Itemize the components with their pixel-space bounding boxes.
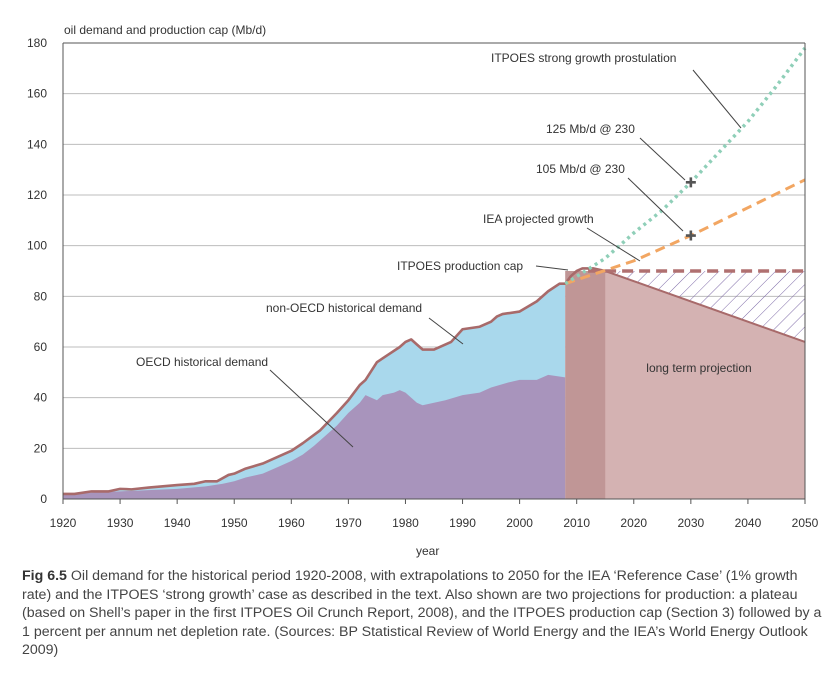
oecd-demand-area [63, 374, 566, 499]
annotation-leader-line [428, 317, 464, 345]
annotation-label: 105 Mb/d @ 230 [536, 162, 625, 176]
y-tick-label: 20 [34, 441, 48, 455]
annotation-label: ITPOES production cap [397, 259, 523, 273]
annotation-label: IEA projected growth [483, 212, 594, 226]
plus-marker [685, 230, 696, 241]
x-tick-label: 1980 [392, 516, 419, 530]
x-tick-label: 2010 [563, 516, 590, 530]
y-tick-label: 60 [34, 340, 48, 354]
annotation-leader-line [586, 227, 641, 262]
long-term-projection-area [565, 271, 805, 499]
y-tick-label: 100 [27, 239, 47, 253]
long-term-projection-label: long term projection [646, 361, 751, 375]
total-demand-line [63, 267, 606, 496]
x-tick-label: 1970 [335, 516, 362, 530]
y-tick-label: 80 [34, 289, 48, 303]
annotation-label: non-OECD historical demand [266, 301, 422, 315]
annotation-leader-line [639, 137, 686, 181]
caption-text: Oil demand for the historical period 192… [22, 568, 822, 659]
annotation-label: 125 Mb/d @ 230 [546, 122, 635, 136]
y-tick-label: 0 [40, 492, 47, 506]
annotation-label: ITPOES strong growth prostulation [491, 51, 676, 65]
x-tick-label: 2040 [735, 516, 762, 530]
x-axis-label: year [416, 544, 440, 558]
x-tick-label: 1920 [50, 516, 77, 530]
production-plateau-band [565, 271, 606, 499]
annotation-leader-line [692, 69, 742, 129]
annotation-leader-line [269, 369, 354, 448]
x-tick-label: 1930 [107, 516, 134, 530]
annotation-leader-line [535, 265, 569, 271]
x-tick-label: 1950 [221, 516, 248, 530]
x-tick-label: 2020 [620, 516, 647, 530]
y-tick-label: 40 [34, 391, 48, 405]
y-axis-label: oil demand and production cap (Mb/d) [64, 23, 267, 37]
y-tick-label: 120 [27, 188, 47, 202]
x-tick-label: 2030 [677, 516, 704, 530]
y-tick-label: 160 [27, 87, 47, 101]
x-tick-label: 1940 [164, 516, 191, 530]
x-tick-label: 2050 [792, 516, 819, 530]
caption-figure-number: Fig 6.5 [22, 568, 67, 584]
annotation-leader-line [627, 177, 684, 232]
y-tick-label: 140 [27, 137, 47, 151]
figure-caption: Fig 6.5 Oil demand for the historical pe… [22, 567, 822, 660]
x-tick-label: 1990 [449, 516, 476, 530]
x-tick-label: 1960 [278, 516, 305, 530]
x-tick-label: 2000 [506, 516, 533, 530]
decline-line [604, 270, 806, 343]
annotation-label: OECD historical demand [136, 355, 268, 369]
plus-marker [685, 177, 696, 188]
y-tick-label: 180 [27, 36, 47, 50]
